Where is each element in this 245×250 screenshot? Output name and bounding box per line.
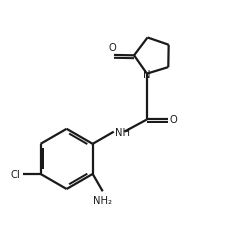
Text: O: O (170, 115, 178, 125)
Text: NH: NH (115, 127, 130, 137)
Text: NH₂: NH₂ (93, 195, 112, 205)
Text: O: O (109, 43, 116, 53)
Text: N: N (143, 69, 151, 79)
Text: Cl: Cl (10, 169, 20, 179)
